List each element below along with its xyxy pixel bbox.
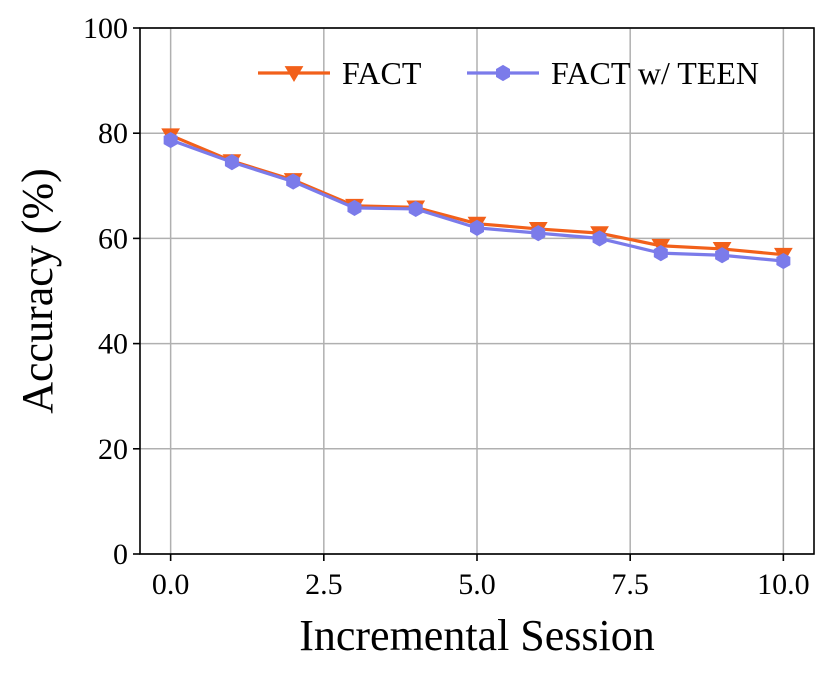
data-point (776, 252, 791, 270)
data-point (715, 247, 730, 264)
legend-label: FACT (342, 55, 422, 91)
legend-label: FACT w/ TEEN (551, 55, 759, 91)
series (161, 128, 793, 270)
y-tick-label: 40 (98, 328, 128, 361)
y-tick-label: 20 (98, 433, 128, 466)
x-tick-label: 0.0 (152, 568, 190, 601)
data-point (653, 245, 668, 262)
y-tick-label: 100 (83, 12, 128, 45)
data-point (286, 173, 301, 190)
x-tick-label: 5.0 (458, 568, 496, 601)
data-point (163, 131, 178, 149)
series-fact-w-teen (163, 131, 791, 270)
y-tick-label: 80 (98, 117, 128, 150)
legend: FACT FACT w/ TEEN (258, 55, 759, 91)
legend-marker (284, 66, 304, 83)
y-tick-label: 0 (113, 538, 128, 571)
data-point (347, 199, 362, 216)
data-point (408, 200, 423, 218)
y-axis-label: Accuracy (%) (13, 168, 62, 414)
data-point (592, 230, 607, 247)
legend-item: FACT (258, 55, 422, 91)
x-axis-label: Incremental Session (299, 611, 655, 660)
legend-item: FACT w/ TEEN (467, 55, 759, 91)
x-tick-label: 10.0 (757, 568, 810, 601)
ticks: 0.0 2.5 5.0 7.5 10.0 0 20 40 60 80 100 (83, 12, 810, 601)
legend-marker (496, 64, 510, 82)
data-point (224, 154, 239, 171)
x-tick-label: 2.5 (305, 568, 343, 601)
data-point (470, 219, 484, 236)
data-point (531, 225, 546, 242)
grid (140, 27, 814, 555)
y-tick-label: 60 (98, 222, 128, 255)
x-tick-label: 7.5 (611, 568, 649, 601)
